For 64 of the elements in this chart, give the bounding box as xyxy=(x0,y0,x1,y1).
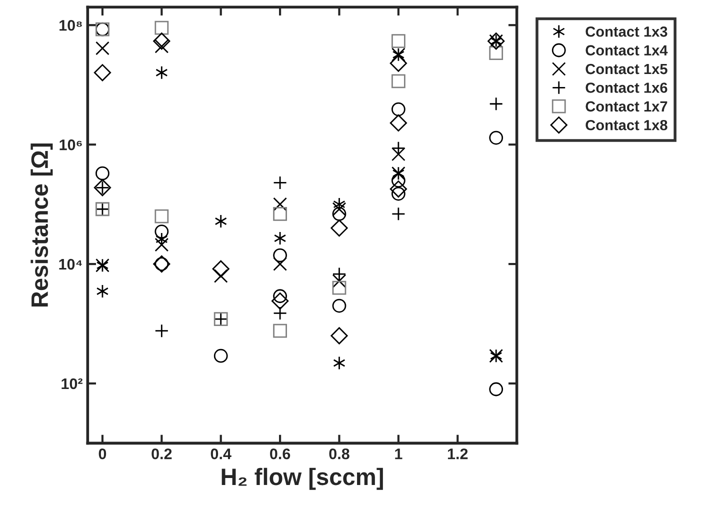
point xyxy=(154,224,169,238)
y-tick-label: 10⁸ xyxy=(60,20,82,31)
point xyxy=(273,257,287,271)
point xyxy=(96,166,110,180)
point xyxy=(273,176,287,190)
point xyxy=(156,66,168,80)
y-tick-label: 10⁴ xyxy=(59,258,82,270)
point xyxy=(154,238,169,252)
point xyxy=(154,209,169,224)
legend-label: Contact 1x6 xyxy=(586,82,668,93)
point xyxy=(214,214,227,228)
point xyxy=(391,34,406,48)
point xyxy=(391,74,406,88)
point xyxy=(214,348,228,363)
x-axis-title: H₂ flow [sccm] xyxy=(222,468,383,490)
point xyxy=(333,356,346,370)
legend-label: Contact 1x4 xyxy=(586,45,668,56)
point xyxy=(154,20,169,35)
point xyxy=(489,46,504,60)
point xyxy=(274,231,286,246)
point xyxy=(391,174,406,188)
point xyxy=(212,260,230,278)
point xyxy=(333,197,346,212)
y-tick-label: 10² xyxy=(62,378,82,390)
x-tick-label: 1.2 xyxy=(448,448,468,460)
point xyxy=(489,382,504,396)
x-tick-label: 0 xyxy=(98,448,106,460)
y-axis-title: Resistance [Ω] xyxy=(30,144,53,307)
point xyxy=(332,280,346,295)
legend-label: Contact 1x7 xyxy=(586,101,668,112)
point xyxy=(273,324,287,338)
point xyxy=(96,284,109,298)
point xyxy=(391,147,406,162)
x-tick-label: 0.2 xyxy=(152,448,172,460)
point xyxy=(391,206,406,221)
point xyxy=(154,324,169,338)
point xyxy=(94,64,112,82)
point xyxy=(489,96,504,111)
point xyxy=(332,267,346,281)
point xyxy=(332,206,346,221)
point xyxy=(330,327,348,344)
point xyxy=(330,220,348,237)
point xyxy=(271,292,289,310)
x-tick-label: 1 xyxy=(395,448,402,460)
point xyxy=(390,114,407,132)
point xyxy=(390,180,407,198)
legend-label: Contact 1x8 xyxy=(586,120,668,130)
x-tick-label: 0.4 xyxy=(210,448,232,460)
y-tick-label: 10⁶ xyxy=(60,139,82,150)
point xyxy=(332,298,346,313)
point xyxy=(390,54,407,72)
x-tick-label: 0.8 xyxy=(329,448,350,460)
point xyxy=(332,274,346,288)
legend-label: Contact 1x3 xyxy=(586,26,668,37)
point xyxy=(332,202,346,216)
point xyxy=(391,102,406,116)
point xyxy=(96,41,110,56)
point xyxy=(273,206,287,221)
legend-label: Contact 1x5 xyxy=(586,64,668,74)
point xyxy=(273,197,287,212)
x-tick-label: 0.6 xyxy=(270,448,290,460)
point xyxy=(153,32,170,50)
point xyxy=(489,130,504,145)
point xyxy=(273,248,287,262)
